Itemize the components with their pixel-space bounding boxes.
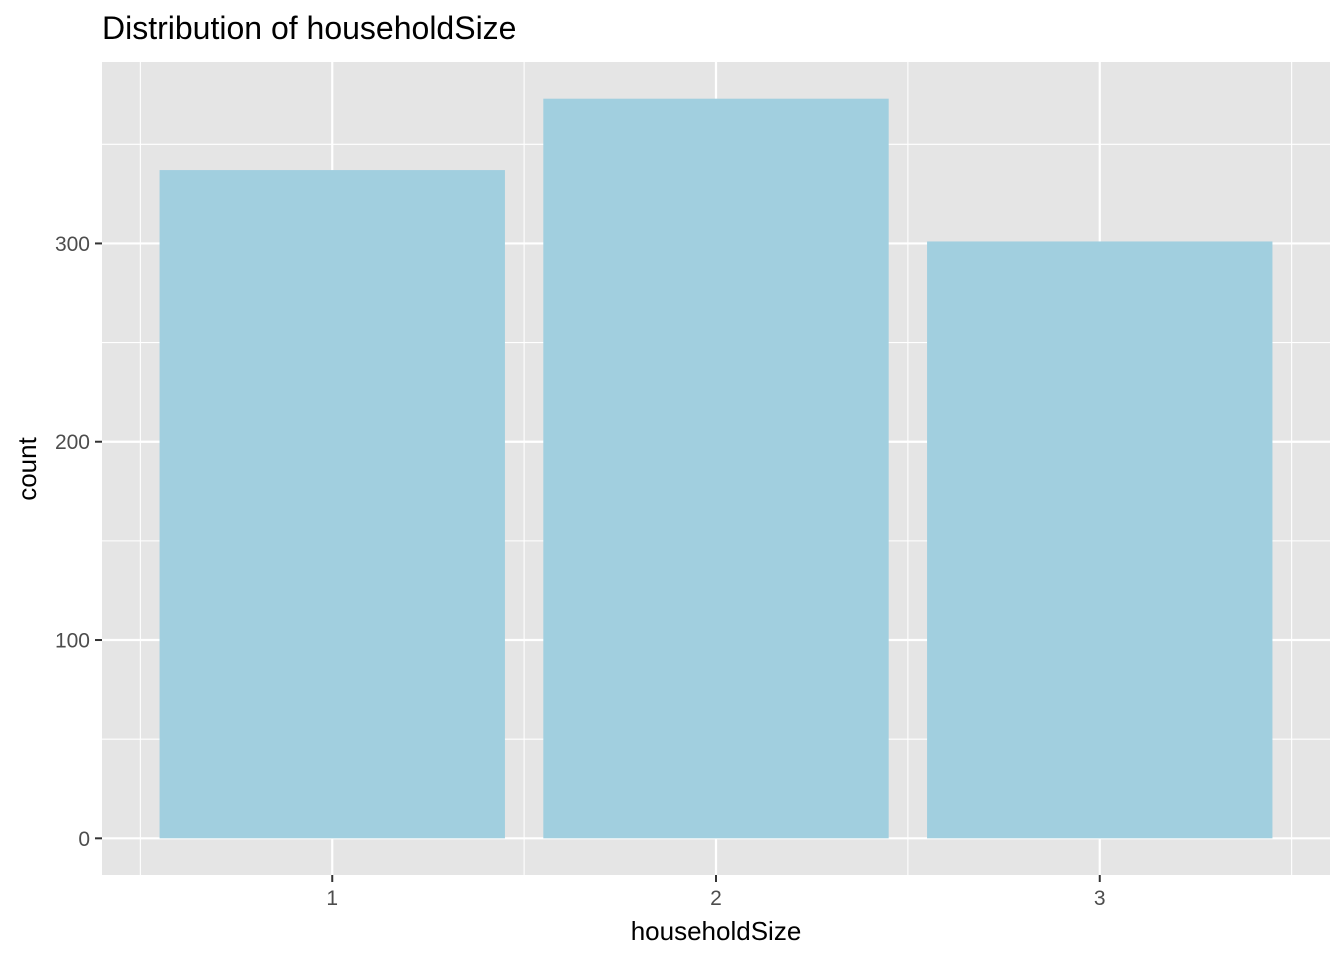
bars: [159, 98, 1273, 839]
x-tick-label: 1: [326, 887, 338, 910]
y-tick-label: 100: [55, 630, 90, 653]
bar-2: [543, 98, 889, 839]
bar-1: [159, 170, 505, 839]
y-axis: 0 100 200 300: [55, 233, 102, 851]
x-axis-title: householdSize: [631, 916, 802, 946]
y-tick-label: 300: [55, 233, 90, 256]
y-tick-label: 0: [78, 828, 90, 851]
bar-3: [927, 241, 1273, 839]
chart-title: Distribution of householdSize: [102, 10, 516, 46]
x-axis: 1 2 3: [326, 875, 1106, 910]
y-axis-title: count: [12, 436, 42, 500]
x-tick-label: 3: [1094, 887, 1106, 910]
y-tick-label: 200: [55, 431, 90, 454]
x-tick-label: 2: [710, 887, 722, 910]
